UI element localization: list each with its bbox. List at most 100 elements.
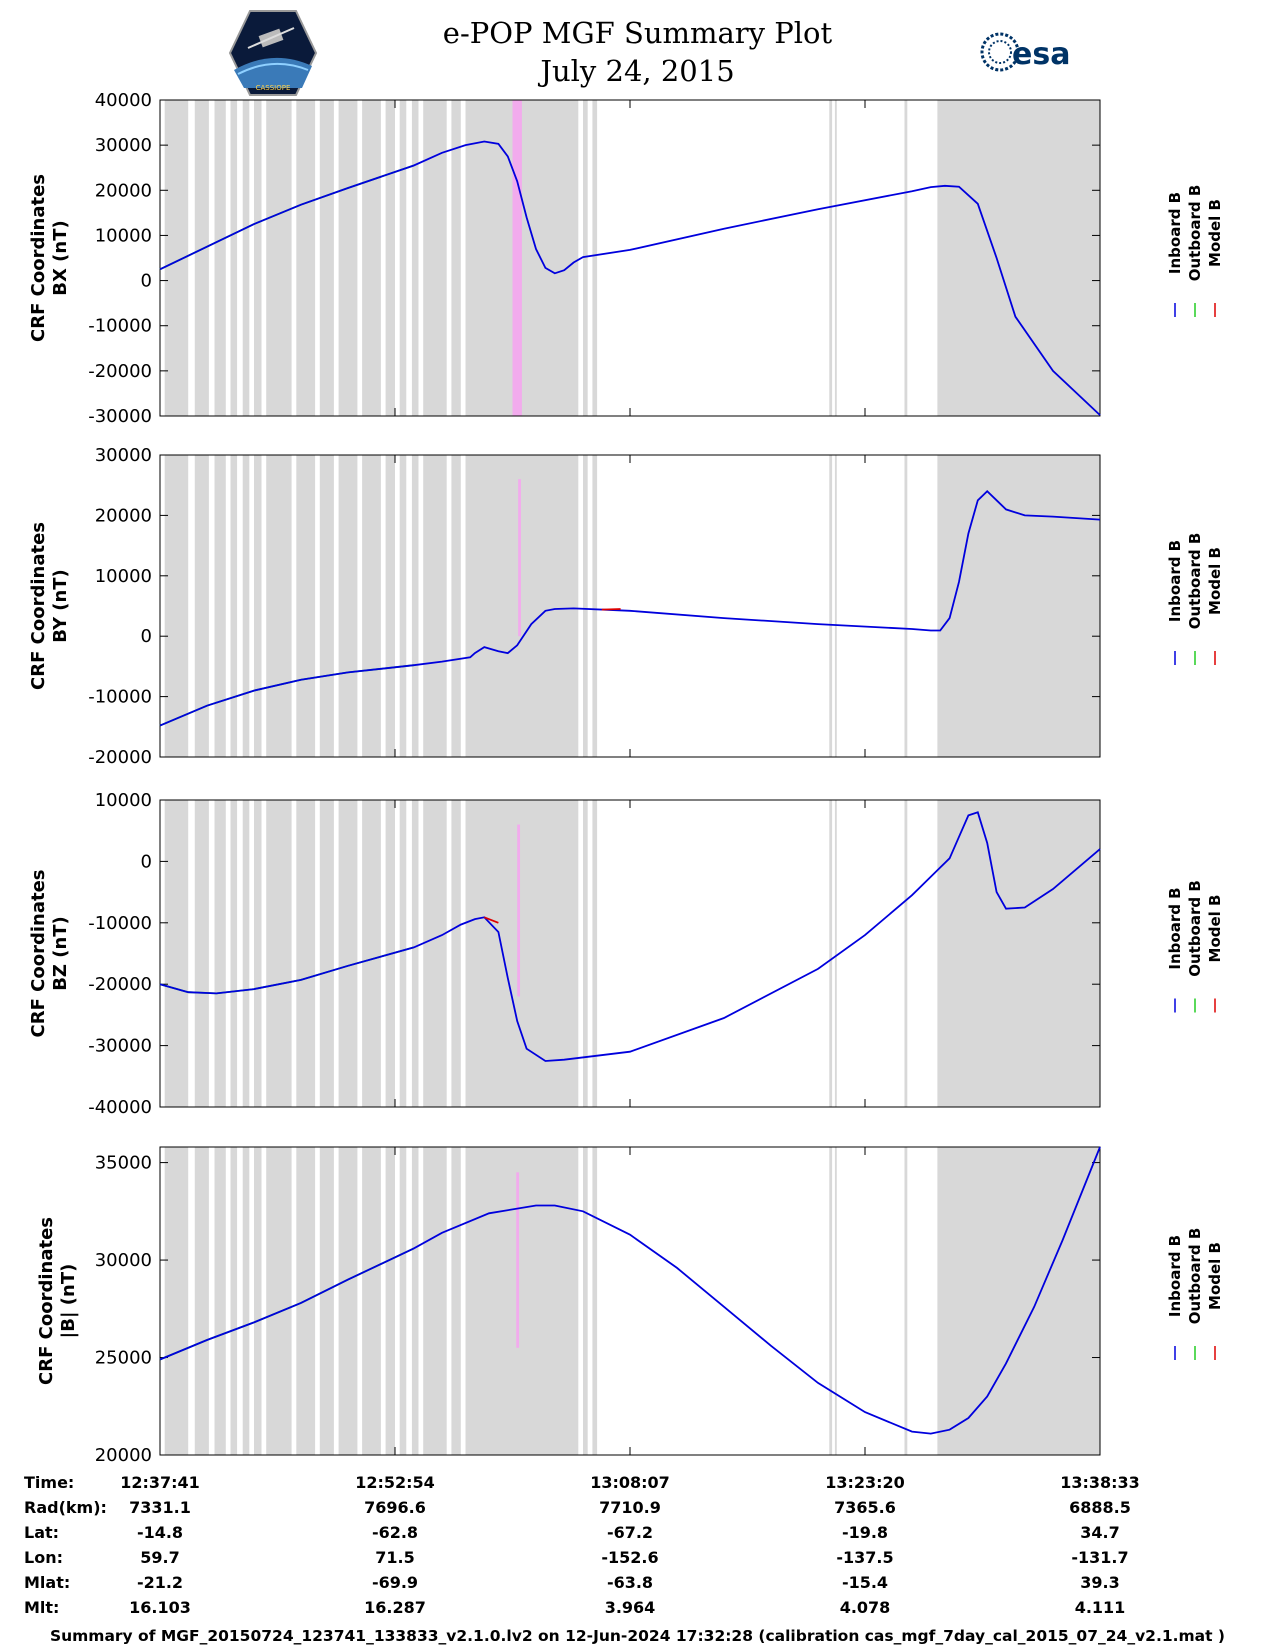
gap-shading — [296, 100, 316, 416]
title-line-1: e-POP MGF Summary Plot — [442, 16, 833, 50]
gap-shading — [214, 100, 226, 416]
svg-text:esa: esa — [1012, 37, 1070, 72]
gap-shading — [904, 100, 908, 416]
y-tick-label: 0 — [141, 851, 152, 872]
gap-shading — [194, 800, 209, 1107]
gap-shading — [592, 100, 598, 416]
gap-shading — [829, 1147, 833, 1455]
gap-shading — [451, 100, 461, 416]
gap-shading — [254, 455, 262, 757]
gap-shading — [411, 100, 419, 416]
gap-shading — [242, 800, 250, 1107]
gap-shading — [266, 100, 292, 416]
y-tick-label: 30000 — [95, 135, 152, 156]
gap-shading — [319, 1147, 334, 1455]
inboard-line — [159, 811, 1101, 1062]
pink-band — [516, 1172, 520, 1348]
panel-0: 40000 30000 20000 10000 0 -10000 -20000 -30000 C… — [28, 90, 1224, 427]
inboard-line — [159, 489, 1101, 727]
gap-shading — [164, 455, 189, 757]
legend-label: Model B — [1206, 547, 1224, 615]
y-tick-label: 40000 — [95, 90, 152, 111]
y-tick-label: -20000 — [88, 361, 152, 382]
legend-label: Inboard B — [1166, 540, 1184, 622]
y-tick-label: -30000 — [88, 1036, 152, 1057]
gap-shading — [242, 100, 250, 416]
gap-shading — [937, 100, 1100, 416]
gap-shading — [937, 455, 1100, 757]
gap-shading — [266, 455, 292, 757]
legend-label: Inboard B — [1166, 1235, 1184, 1317]
gap-shading — [829, 800, 833, 1107]
gap-shading — [399, 100, 407, 416]
gap-shading — [338, 800, 358, 1107]
gap-shading — [385, 1147, 395, 1455]
y-tick-label: -10000 — [88, 913, 152, 934]
gap-shading — [829, 455, 833, 757]
gap-shading — [423, 455, 447, 757]
gap-shading — [423, 800, 447, 1107]
gap-shading — [164, 1147, 189, 1455]
gap-shading — [451, 1147, 461, 1455]
y-tick-label: -30000 — [88, 406, 152, 427]
y-tick-label: 20000 — [95, 505, 152, 526]
gap-shading — [583, 455, 588, 757]
pink-band — [512, 100, 522, 416]
gap-shading — [904, 800, 908, 1107]
footer-caption: Summary of MGF_20150724_123741_133833_v2… — [49, 1627, 1226, 1645]
gap-shading — [230, 1147, 238, 1455]
gap-shading — [592, 1147, 598, 1455]
y-tick-label: 10000 — [95, 566, 152, 587]
title-line-2: July 24, 2015 — [540, 54, 735, 88]
gap-shading — [834, 100, 837, 416]
y-tick-label: -40000 — [88, 1097, 152, 1118]
y-tick-label: 10000 — [95, 225, 152, 246]
y-tick-label: 35000 — [95, 1153, 152, 1174]
legend-label: Outboard B — [1186, 880, 1204, 977]
legend-label: Model B — [1206, 199, 1224, 267]
gap-shading — [338, 1147, 358, 1455]
gap-shading — [296, 455, 316, 757]
gap-shading — [411, 800, 419, 1107]
y-axis-label: CRF CoordinatesBX (nT) — [28, 174, 71, 342]
gap-shading — [362, 800, 381, 1107]
gap-shading — [385, 100, 395, 416]
gap-shading — [937, 800, 1100, 1107]
legend-label: Outboard B — [1186, 533, 1204, 630]
gap-shading — [423, 100, 447, 416]
gap-shading — [904, 455, 908, 757]
gap-shading — [214, 455, 226, 757]
gap-shading — [411, 1147, 419, 1455]
gap-shading — [385, 455, 395, 757]
esa-logo: esa — [978, 30, 1088, 84]
plot-title: e-POP MGF Summary Plot July 24, 2015 — [0, 14, 1275, 90]
gap-shading — [266, 1147, 292, 1455]
pink-band — [518, 479, 521, 637]
gap-shading — [904, 1147, 908, 1455]
y-tick-label: 30000 — [95, 1250, 152, 1271]
gap-shading — [164, 800, 189, 1107]
y-tick-label: -20000 — [88, 747, 152, 768]
gap-shading — [230, 100, 238, 416]
gap-shading — [451, 455, 461, 757]
y-tick-label: 20000 — [95, 180, 152, 201]
gap-shading — [230, 455, 238, 757]
y-tick-label: 0 — [141, 271, 152, 292]
gap-shading — [937, 1147, 1100, 1455]
gap-shading — [194, 100, 209, 416]
gap-shading — [214, 1147, 226, 1455]
legend-label: Outboard B — [1186, 185, 1204, 282]
y-tick-label: -10000 — [88, 316, 152, 337]
legend-label: Inboard B — [1166, 887, 1184, 969]
gap-shading — [411, 455, 419, 757]
panel-2: 10000 0 -10000 -20000 -30000 -40000 CRF Coordi… — [28, 790, 1224, 1118]
gap-shading — [319, 455, 334, 757]
inboard-line — [159, 1146, 1101, 1435]
legend-label: Model B — [1206, 895, 1224, 963]
gap-shading — [254, 1147, 262, 1455]
svg-text:CASSIOPE: CASSIOPE — [256, 84, 291, 92]
gap-shading — [194, 455, 209, 757]
gap-shading — [164, 100, 189, 416]
gap-shading — [242, 1147, 250, 1455]
gap-shading — [319, 800, 334, 1107]
